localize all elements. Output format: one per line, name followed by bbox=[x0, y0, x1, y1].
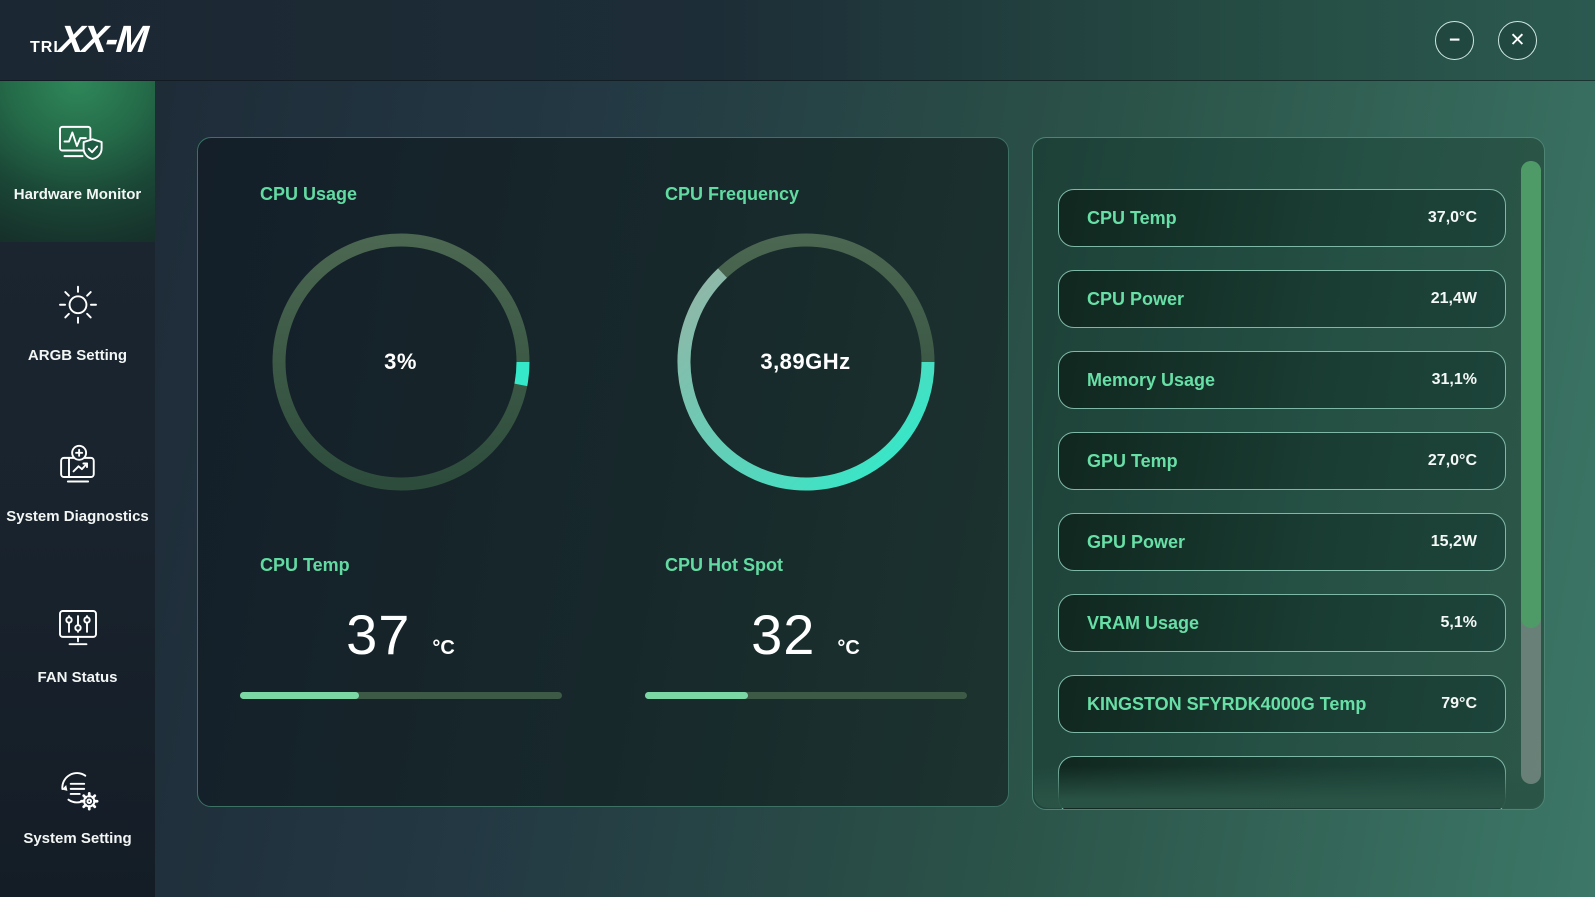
close-button[interactable]: ✕ bbox=[1498, 20, 1537, 60]
stat-value: 21,4W bbox=[1430, 290, 1477, 307]
stat-row: CPU Temp 37,0°C bbox=[1058, 189, 1506, 247]
stat-value: 27,0°C bbox=[1427, 452, 1477, 469]
sidebar: Hardware Monitor ARGB Setting System Dia… bbox=[0, 81, 155, 897]
stat-value: 79°C bbox=[1441, 695, 1477, 712]
stat-row: GPU Power 15,2W bbox=[1058, 513, 1506, 571]
stat-label: CPU Temp bbox=[1087, 207, 1177, 228]
temp-unit: °C bbox=[432, 637, 455, 659]
sidebar-item-fan-status[interactable]: FAN Status bbox=[0, 564, 155, 725]
stat-row: Memory Usage 31,1% bbox=[1058, 351, 1506, 409]
stats-panel: CPU Temp 37,0°C CPU Power 21,4W Memory U… bbox=[1032, 137, 1545, 810]
temp-section: CPU Temp 37 °C bbox=[198, 555, 603, 699]
gauge-ring: 3% bbox=[272, 233, 530, 491]
stat-value: 31,1% bbox=[1431, 371, 1477, 388]
system-diagnostics-icon bbox=[51, 441, 105, 495]
gauge: CPU Frequency 3,89GHz bbox=[603, 184, 1008, 491]
system-setting-icon bbox=[51, 763, 105, 817]
logo-prefix: TRI bbox=[30, 39, 59, 56]
sidebar-item-label: ARGB Setting bbox=[27, 347, 128, 364]
sidebar-item-system-diagnostics[interactable]: System Diagnostics bbox=[0, 403, 155, 564]
gauge-value: 3% bbox=[384, 349, 417, 374]
temp-bar-fill bbox=[644, 692, 748, 699]
sidebar-item-label: System Diagnostics bbox=[6, 508, 149, 525]
stat-row: KINGSTON SFYRDK4000G Temp 79°C bbox=[1058, 675, 1506, 733]
temp-label: CPU Hot Spot bbox=[665, 555, 783, 575]
sidebar-item-label: Hardware Monitor bbox=[13, 186, 142, 203]
temp-bar bbox=[239, 692, 562, 699]
gauge-label: CPU Usage bbox=[260, 184, 358, 204]
stat-label: Memory Usage bbox=[1087, 369, 1216, 390]
minimize-icon: − bbox=[1448, 29, 1461, 51]
gauge-grid: CPU Usage 3% CPU Frequency bbox=[198, 184, 1008, 491]
scrollbar[interactable] bbox=[1521, 161, 1541, 784]
temp-unit: °C bbox=[837, 637, 860, 659]
gauge-label: CPU Frequency bbox=[665, 184, 800, 204]
window-controls: − ✕ bbox=[1435, 20, 1537, 60]
fan-status-icon bbox=[51, 602, 105, 656]
stat-label: KINGSTON SFYRDK4000G Temp bbox=[1087, 693, 1367, 714]
logo-main: XX-M bbox=[56, 19, 148, 61]
minimize-button[interactable]: − bbox=[1435, 20, 1474, 60]
stat-row: CPU Power 21,4W bbox=[1058, 270, 1506, 328]
close-icon: ✕ bbox=[1509, 29, 1526, 51]
gauge: CPU Usage 3% bbox=[198, 184, 603, 491]
temp-value: 37 bbox=[346, 603, 411, 666]
sidebar-item-argb-setting[interactable]: ARGB Setting bbox=[0, 242, 155, 403]
stat-value: 5,1% bbox=[1440, 614, 1477, 631]
scrollbar-thumb[interactable] bbox=[1521, 161, 1541, 629]
app-logo: TRI XX-M bbox=[30, 19, 148, 61]
stat-label: GPU Power bbox=[1087, 531, 1186, 552]
stat-value: 15,2W bbox=[1430, 533, 1477, 550]
sidebar-item-label: System Setting bbox=[23, 830, 132, 847]
temp-bar-fill bbox=[239, 692, 359, 699]
gauge-value: 3,89GHz bbox=[760, 349, 851, 374]
monitor-panel: CPU Usage 3% CPU Frequency bbox=[197, 137, 1009, 807]
temp-section: CPU Hot Spot 32 °C bbox=[603, 555, 1008, 699]
stat-label: VRAM Usage bbox=[1087, 612, 1200, 633]
stat-row-partial bbox=[1058, 756, 1506, 809]
stat-row: GPU Temp 27,0°C bbox=[1058, 432, 1506, 490]
hardware-monitor-icon bbox=[51, 119, 105, 173]
stats-list: CPU Temp 37,0°C CPU Power 21,4W Memory U… bbox=[1033, 138, 1544, 809]
temp-value: 32 bbox=[751, 603, 816, 666]
stat-label: CPU Power bbox=[1087, 288, 1185, 309]
sidebar-item-label: FAN Status bbox=[37, 669, 118, 686]
sidebar-item-hardware-monitor[interactable]: Hardware Monitor bbox=[0, 81, 155, 242]
argb-icon bbox=[51, 280, 105, 334]
topbar: TRI XX-M − ✕ bbox=[0, 0, 1595, 81]
temp-bar bbox=[644, 692, 967, 699]
sidebar-item-system-setting[interactable]: System Setting bbox=[0, 725, 155, 886]
stat-row: VRAM Usage 5,1% bbox=[1058, 594, 1506, 652]
temp-label: CPU Temp bbox=[260, 555, 350, 575]
stat-value: 37,0°C bbox=[1427, 209, 1477, 226]
temp-grid: CPU Temp 37 °C CPU Hot Spot 32 °C bbox=[198, 555, 1008, 699]
stat-label: GPU Temp bbox=[1087, 450, 1178, 471]
content-area: CPU Usage 3% CPU Frequency bbox=[155, 81, 1595, 897]
gauge-ring: 3,89GHz bbox=[677, 233, 935, 491]
